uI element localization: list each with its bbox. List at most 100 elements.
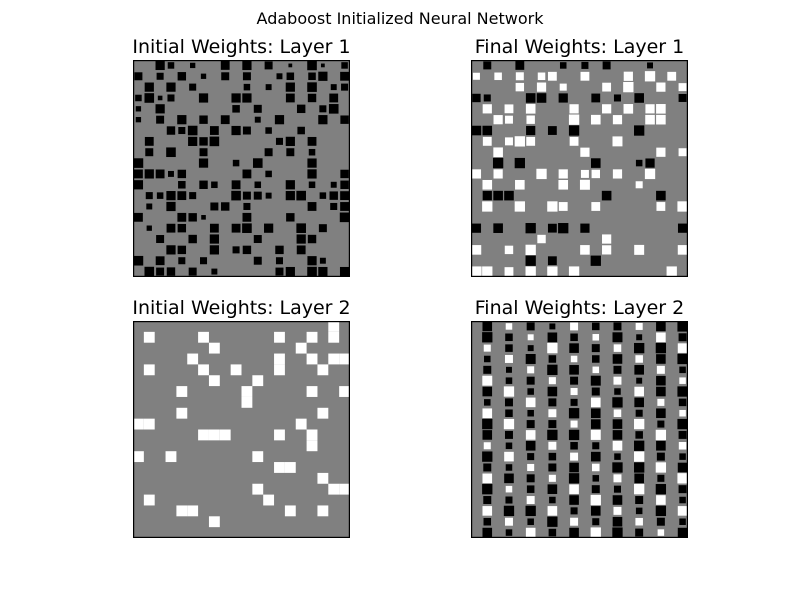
plot-frame [133,60,350,277]
weight-square-negative [526,474,535,483]
weight-square-negative [253,191,262,200]
weight-square-negative [265,192,272,199]
weight-square-positive [579,179,590,190]
weight-square-negative [592,442,600,450]
weight-square-negative [569,495,579,505]
weight-square-negative [679,496,686,504]
weight-square-negative [656,517,665,526]
weight-square-negative [482,386,493,397]
weight-square-negative [156,235,165,244]
weight-square-positive [493,147,503,158]
weight-square-positive [677,343,688,353]
weight-square-negative [330,84,337,91]
weight-square-negative [177,212,187,222]
weight-square-negative [308,148,316,156]
weight-square-positive [547,71,557,81]
weight-square-negative [188,136,198,146]
weight-square-negative [166,147,176,158]
weight-square-positive [612,169,623,179]
weight-square-negative [525,223,536,234]
weight-square-negative [482,321,493,332]
weight-square-negative [242,60,252,71]
weight-square-positive [657,529,665,536]
weight-square-negative [505,333,513,342]
weight-square-negative [133,255,144,266]
hinton-plot [471,60,688,277]
weight-square-positive [558,202,568,211]
weight-square-negative [634,462,645,473]
weight-square-positive [635,322,643,330]
weight-square-negative [329,191,338,200]
weight-square-negative [636,377,643,384]
weight-square-negative [296,190,306,201]
weight-square-negative [319,192,327,199]
weight-square-positive [274,364,285,376]
weight-square-positive [570,322,579,331]
weight-square-negative [296,104,306,114]
weight-square-negative [285,180,295,190]
weight-square-negative [547,429,558,441]
weight-square-negative [307,158,317,168]
weight-square-negative [592,322,600,331]
weight-square-negative [592,475,600,482]
weight-square-positive [527,463,535,471]
weight-square-negative [264,148,273,157]
weight-square-positive [525,430,536,440]
weight-square-negative [590,419,601,429]
weight-square-negative [177,245,187,255]
weight-square-positive [612,115,623,125]
weight-square-negative [635,409,643,417]
weight-square-negative [187,125,198,136]
weight-square-positive [482,473,493,484]
weight-square-negative [677,418,688,430]
weight-square-positive [656,495,666,505]
weight-square-negative [242,72,251,81]
weight-square-positive [198,331,209,343]
weight-square-positive [526,136,536,146]
weight-square-positive [515,179,525,190]
weight-square-negative [221,202,230,211]
weight-square-negative [547,516,558,527]
weight-square-negative [505,442,513,450]
weight-square-positive [602,245,612,255]
weight-square-negative [590,506,601,516]
weight-square-negative [505,529,513,536]
weight-square-positive [580,147,590,157]
weight-square-positive [537,72,546,81]
weight-square-positive [284,462,296,473]
weight-square-positive [505,485,513,493]
weight-square-negative [547,332,558,343]
weight-square-positive [252,375,264,387]
weight-square-negative [634,93,644,103]
weight-square-positive [317,364,329,376]
plot-frame [471,60,688,277]
weight-square-negative [536,93,547,103]
weight-square-negative [307,256,317,266]
weight-square-positive [482,408,493,419]
weight-square-negative [296,234,306,244]
weight-square-negative [134,169,143,179]
weight-square-negative [655,342,667,354]
plot-background [133,60,350,277]
weight-square-negative [527,453,535,461]
plot-background [471,321,688,538]
weight-square-negative [678,485,687,494]
weight-square-negative [548,420,557,429]
weight-square-positive [198,364,209,376]
weight-square-positive [527,366,535,374]
weight-square-positive [472,72,480,80]
weight-square-negative [210,202,219,211]
weight-square-negative [612,495,623,505]
weight-square-negative [612,354,623,364]
weight-square-positive [678,442,687,450]
weight-square-positive [666,266,677,277]
weight-square-positive [143,418,155,430]
weight-square-negative [135,106,142,112]
weight-square-positive [569,484,579,494]
weight-square-negative [482,191,492,201]
weight-square-negative [591,344,600,353]
weight-square-positive [471,245,482,255]
weight-square-negative [548,355,557,363]
weight-square-negative [307,202,317,211]
weight-square-negative [547,256,557,266]
